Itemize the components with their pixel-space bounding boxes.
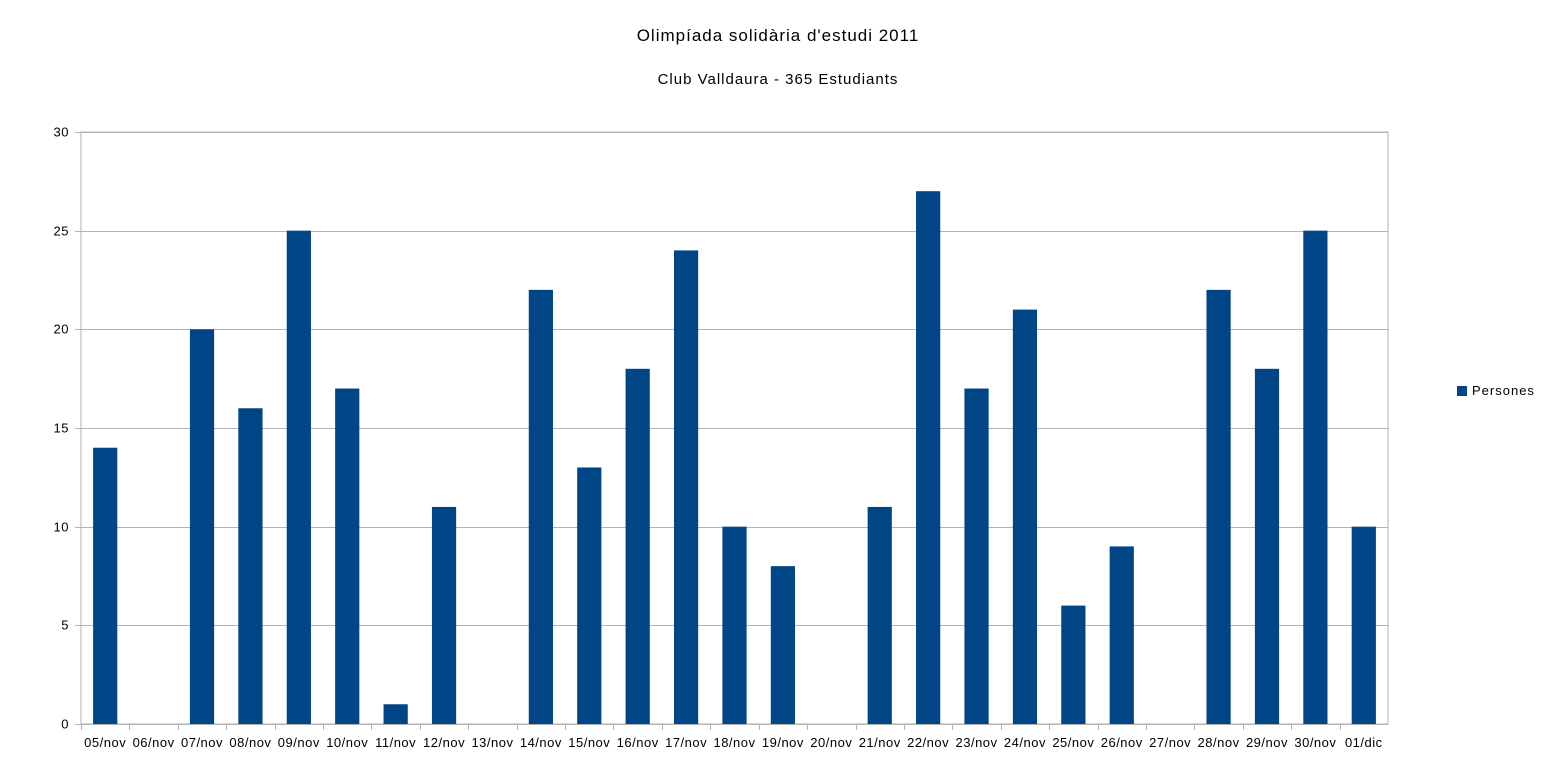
x-tick-label: 13/nov [471,735,513,750]
bar [286,230,311,724]
x-tick-label: 27/nov [1149,735,1191,750]
bar [238,408,263,724]
y-axis-ticks: 0 5 10 15 20 25 30 [54,125,69,732]
bar [383,704,408,724]
x-tick-label: 11/nov [375,735,416,750]
x-tick-label: 22/nov [907,735,949,750]
bar [964,388,989,724]
bar [189,329,215,724]
bar [1254,368,1280,724]
chart-subtitle: Club Valldaura - 365 Estudiants [657,71,899,88]
y-tick-label: 0 [61,717,69,732]
bar [577,467,602,724]
x-tick-label: 08/nov [229,735,271,750]
bar [722,526,747,724]
bar [1109,546,1134,724]
x-axis-ticks: 05/nov 06/nov 07/nov 08/nov 09/nov 10/nov 11/n… [81,724,1383,750]
y-tick-label: 15 [54,421,69,436]
x-tick-label: 30/nov [1294,735,1336,750]
chart-title: Olimpíada solidària d'estudi 2011 [636,26,920,45]
bar-layer [93,191,1376,724]
bar [1061,605,1086,724]
x-tick-label: 21/nov [859,735,901,750]
x-tick-label: 17/nov [665,735,707,750]
x-tick-label: 20/nov [810,735,852,750]
x-tick-label: 10/nov [326,735,368,750]
bar [1303,230,1328,724]
bar [1012,309,1038,724]
x-tick-label: 16/nov [617,735,659,750]
x-tick-label: 14/nov [520,735,562,750]
y-tick-label: 20 [54,322,69,337]
y-tick-label: 5 [61,618,69,633]
x-tick-label: 01/dic [1345,735,1383,750]
bar [867,506,892,724]
x-tick-label: 24/nov [1004,735,1046,750]
bar [528,289,553,724]
x-tick-label: 05/nov [84,735,126,750]
bar [431,506,457,724]
bar [673,250,699,724]
legend-swatch [1457,385,1467,396]
bar [770,566,796,724]
bar [916,191,941,724]
x-tick-label: 06/nov [133,735,175,750]
x-tick-label: 25/nov [1052,735,1094,750]
x-tick-label: 18/nov [713,735,755,750]
legend-label: Persones [1472,383,1535,398]
bar [1206,289,1231,724]
x-tick-label: 28/nov [1198,735,1240,750]
x-tick-label: 26/nov [1101,735,1143,750]
y-tick-label: 30 [54,125,69,140]
x-tick-label: 07/nov [181,735,223,750]
x-tick-label: 15/nov [568,735,610,750]
legend: Persones [1457,383,1535,398]
bar [1351,526,1376,724]
bar [93,447,118,724]
x-tick-label: 12/nov [423,735,465,750]
x-tick-label: 19/nov [762,735,804,750]
bar [625,368,650,724]
x-tick-label: 09/nov [278,735,320,750]
x-tick-label: 23/nov [956,735,998,750]
y-tick-label: 25 [54,224,69,239]
x-tick-label: 29/nov [1246,735,1288,750]
y-tick-label: 10 [54,520,69,535]
bar [335,388,360,724]
